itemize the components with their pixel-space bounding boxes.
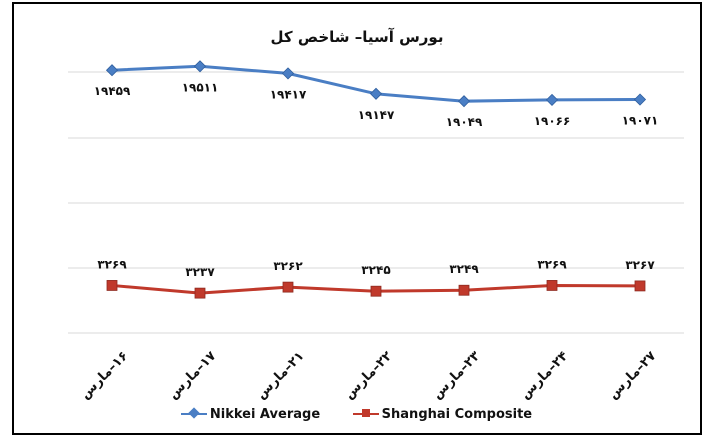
shanghai-point-0 <box>106 280 118 291</box>
shanghai-point-2 <box>282 281 294 293</box>
x-tick-label-5: ۲۴–مارس <box>518 349 572 403</box>
legend-label-shanghai: Shanghai Composite <box>381 406 533 422</box>
nikkei-data-label-2: ۱۹۴۱۷ <box>270 87 307 101</box>
nikkei-point-2 <box>281 67 295 80</box>
x-tick-label-4: ۲۳–مارس <box>430 349 484 403</box>
x-tick-label-2: ۲۱–مارس <box>254 349 308 403</box>
shanghai-point-1 <box>194 287 206 299</box>
nikkei-data-label-0: ۱۹۴۵۹ <box>94 84 131 98</box>
legend-item-nikkei: Nikkei Average <box>180 406 321 422</box>
nikkei-data-label-6: ۱۹۰۷۱ <box>622 114 659 128</box>
shanghai-point-5 <box>546 280 558 291</box>
shanghai-data-label-2: ۳۲۶۲ <box>273 259 303 273</box>
nikkei-data-label-3: ۱۹۱۴۷ <box>358 108 395 122</box>
x-tick-label-3: ۲۲–مارس <box>342 349 396 403</box>
shanghai-data-label-3: ۳۲۴۵ <box>361 263 390 277</box>
x-tick-label-1: ۱۷–مارس <box>166 349 220 403</box>
shanghai-point-4 <box>458 284 470 296</box>
chart-frame <box>12 2 702 435</box>
x-tick-label-6: ۲۷–مارس <box>606 349 660 403</box>
nikkei-point-3 <box>369 87 383 100</box>
nikkei-data-label-1: ۱۹۵۱۱ <box>182 80 219 94</box>
nikkei-data-label-4: ۱۹۰۴۹ <box>446 115 483 129</box>
nikkei-point-6 <box>633 93 647 106</box>
shanghai-data-label-5: ۳۲۶۹ <box>537 257 567 271</box>
nikkei-point-0 <box>105 64 119 77</box>
shanghai-data-label-1: ۳۲۳۷ <box>185 265 215 279</box>
legend-item-shanghai: Shanghai Composite <box>352 406 533 422</box>
legend: Nikkei Average Shanghai Composite <box>0 404 713 422</box>
shanghai-data-label-4: ۳۲۴۹ <box>449 262 479 276</box>
nikkei-point-4 <box>457 95 471 108</box>
shanghai-point-3 <box>370 285 382 297</box>
shanghai-point-6 <box>634 280 646 292</box>
legend-swatch-nikkei <box>180 407 207 419</box>
shanghai-data-label-0: ۳۲۶۹ <box>97 257 127 271</box>
shanghai-data-label-6: ۳۲۶۷ <box>625 258 655 272</box>
x-tick-label-0: ۱۶–مارس <box>78 349 132 403</box>
nikkei-point-1 <box>193 60 207 73</box>
chart-title: بورس آسیا– شاخص کل <box>270 28 444 46</box>
legend-label-nikkei: Nikkei Average <box>209 406 321 422</box>
nikkei-point-5 <box>545 93 559 106</box>
legend-swatch-shanghai <box>352 409 379 417</box>
nikkei-data-label-5: ۱۹۰۶۶ <box>534 114 571 128</box>
